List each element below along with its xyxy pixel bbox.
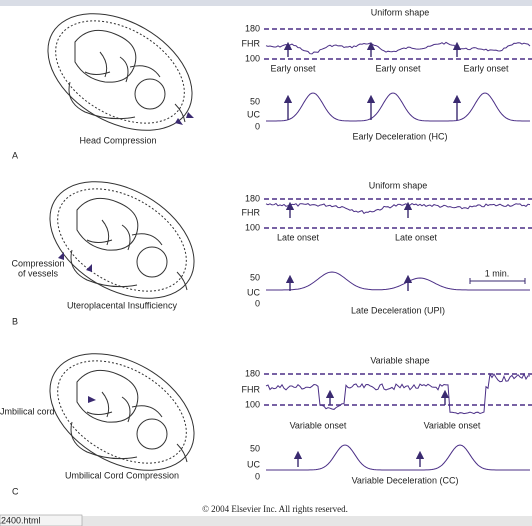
axis-label: UC	[247, 109, 260, 119]
top-bar	[0, 0, 532, 6]
panel-caption: Uteroplacental Insufficiency	[67, 300, 177, 310]
tick-label: 100	[245, 399, 260, 409]
tick-label: 50	[250, 96, 260, 106]
onset-label: Early onset	[375, 63, 421, 73]
onset-label: Early onset	[270, 63, 316, 73]
tick-label: 0	[255, 471, 260, 481]
traces	[265, 41, 531, 471]
trace-caption: Variable Deceleration (CC)	[352, 475, 459, 485]
pointer	[175, 112, 194, 125]
scale-label: 1 min.	[485, 268, 510, 278]
panel-caption: Umbilical Cord Compression	[65, 470, 179, 480]
illustration	[28, 157, 216, 323]
fhr-trace	[265, 372, 530, 415]
axis-label: FHR	[242, 207, 261, 217]
copyright: © 2004 Elsevier Inc. All rights reserved…	[202, 504, 348, 514]
tick-label: 50	[250, 272, 260, 282]
trace-caption: Early Deceleration (HC)	[352, 131, 447, 141]
tab-title[interactable]: 12400.html	[0, 515, 41, 525]
tick-label: 100	[245, 222, 260, 232]
tick-label: 0	[255, 121, 260, 131]
trace-title: Uniform shape	[371, 7, 430, 17]
panel-label: A	[12, 150, 18, 160]
tab-bar	[0, 516, 532, 526]
illustration	[26, 0, 214, 155]
trace-caption: Late Deceleration (UPI)	[351, 305, 445, 315]
trace-title: Variable shape	[370, 355, 429, 365]
onset-label: Variable onset	[290, 420, 347, 430]
callout: Jmbilical cord	[0, 406, 55, 416]
axis-label: FHR	[242, 38, 261, 48]
uc-trace	[266, 92, 530, 122]
panel-label: C	[12, 486, 19, 496]
pointer	[88, 396, 96, 403]
tick-label: 180	[245, 23, 260, 33]
tick-label: 180	[245, 193, 260, 203]
trace-title: Uniform shape	[369, 180, 428, 190]
panel-label: B	[12, 316, 18, 326]
tick-label: 180	[245, 368, 260, 378]
onset-label: Early onset	[463, 63, 509, 73]
fhr-trace	[265, 202, 531, 215]
scale-bar	[469, 278, 526, 284]
onset-label: Late onset	[277, 232, 320, 242]
axis-label: UC	[247, 459, 260, 469]
panel-caption: Head Compression	[79, 135, 156, 145]
tick-label: 100	[245, 53, 260, 63]
uc-trace	[266, 444, 530, 471]
callout: of vessels	[18, 268, 59, 278]
tick-label: 50	[250, 443, 260, 453]
onset-label: Late onset	[395, 232, 438, 242]
fhr-trace	[265, 41, 531, 55]
onset-label: Variable onset	[424, 420, 481, 430]
tab[interactable]	[0, 514, 83, 526]
pointer	[58, 252, 92, 272]
callout: Compression	[11, 258, 64, 268]
tick-label: 0	[255, 298, 260, 308]
axis-label: FHR	[242, 384, 261, 394]
uc-trace	[266, 271, 530, 291]
axis-label: UC	[247, 287, 260, 297]
